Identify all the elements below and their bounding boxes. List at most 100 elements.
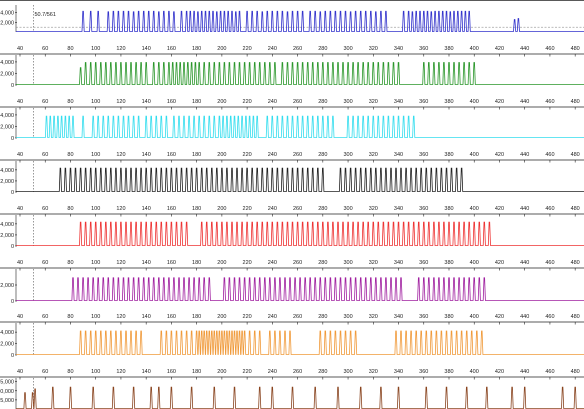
y-tick-label: 2,000 (0, 71, 14, 77)
x-tick-label: 320 (369, 152, 378, 158)
x-tick-label: 160 (167, 314, 176, 320)
x-tick-label: 460 (545, 260, 554, 266)
x-tick-label: 160 (167, 46, 176, 52)
x-tick-label: 60 (42, 46, 48, 52)
x-tick-label: 200 (217, 99, 226, 105)
y-tick-label: 0 (11, 299, 14, 305)
x-tick-label: 300 (343, 46, 352, 52)
x-tick-label: 100 (91, 369, 100, 375)
x-tick-label: 360 (419, 206, 428, 212)
x-tick-label: 420 (495, 314, 504, 320)
x-tick-label: 360 (419, 99, 428, 105)
trace-line (16, 63, 584, 85)
x-tick-label: 420 (495, 99, 504, 105)
x-tick-label: 60 (42, 260, 48, 266)
y-tick-label: 4,000 (0, 222, 14, 228)
x-tick-label: 40 (17, 260, 23, 266)
x-tick-label: 340 (394, 152, 403, 158)
x-tick-label: 440 (520, 99, 529, 105)
trace-line (16, 168, 584, 191)
x-tick-label: 200 (217, 369, 226, 375)
x-tick-label: 400 (470, 369, 479, 375)
y-tick-label: 10,000 (0, 389, 14, 395)
x-tick-label: 340 (394, 206, 403, 212)
x-tick-label: 160 (167, 152, 176, 158)
x-tick-label: 480 (571, 314, 580, 320)
x-tick-label: 260 (293, 314, 302, 320)
x-tick-label: 380 (444, 260, 453, 266)
x-tick-label: 340 (394, 314, 403, 320)
x-tick-label: 200 (217, 314, 226, 320)
x-tick-label: 480 (571, 46, 580, 52)
x-tick-label: 100 (91, 206, 100, 212)
x-tick-label: 420 (495, 152, 504, 158)
x-tick-label: 380 (444, 206, 453, 212)
x-tick-label: 300 (343, 369, 352, 375)
x-tick-label: 80 (67, 206, 73, 212)
x-tick-label: 420 (495, 260, 504, 266)
x-tick-label: 160 (167, 99, 176, 105)
x-tick-label: 200 (217, 46, 226, 52)
y-tick-label: 2,000 (0, 233, 14, 239)
x-tick-label: 120 (116, 206, 125, 212)
x-tick-label: 340 (394, 99, 403, 105)
x-tick-label: 80 (67, 369, 73, 375)
x-tick-label: 340 (394, 369, 403, 375)
x-tick-label: 180 (192, 369, 201, 375)
trace-line (16, 387, 584, 408)
trace-line (16, 331, 584, 355)
x-tick-label: 140 (142, 99, 151, 105)
x-tick-label: 260 (293, 260, 302, 266)
x-tick-label: 400 (470, 206, 479, 212)
x-tick-label: 200 (217, 206, 226, 212)
x-tick-label: 180 (192, 206, 201, 212)
y-tick-label: 2,000 (0, 124, 14, 130)
x-tick-label: 40 (17, 206, 23, 212)
x-tick-label: 320 (369, 46, 378, 52)
x-tick-label: 460 (545, 99, 554, 105)
panel-6: 40 60 80 100 120 140 160 180 200 220 240 260 280 300 3… (0, 260, 584, 305)
x-tick-label: 420 (495, 369, 504, 375)
trace-line (16, 11, 584, 31)
y-tick-label: 5,000 (0, 398, 14, 404)
x-tick-label: 480 (571, 260, 580, 266)
trace-line (16, 116, 584, 137)
x-tick-label: 220 (243, 369, 252, 375)
x-tick-label: 300 (343, 260, 352, 266)
x-tick-label: 380 (444, 314, 453, 320)
x-tick-label: 160 (167, 369, 176, 375)
x-tick-label: 120 (116, 260, 125, 266)
x-tick-label: 180 (192, 46, 201, 52)
x-tick-label: 380 (444, 46, 453, 52)
x-tick-label: 460 (545, 152, 554, 158)
x-tick-label: 460 (545, 46, 554, 52)
x-tick-label: 120 (116, 46, 125, 52)
x-tick-label: 480 (571, 369, 580, 375)
x-tick-label: 100 (91, 99, 100, 105)
x-tick-label: 280 (318, 99, 327, 105)
x-tick-label: 460 (545, 314, 554, 320)
x-tick-label: 320 (369, 369, 378, 375)
x-tick-label: 120 (116, 99, 125, 105)
y-tick-label: 2,000 (0, 20, 14, 26)
x-tick-label: 280 (318, 46, 327, 52)
x-tick-label: 280 (318, 314, 327, 320)
panel-3: 40 60 80 100 120 140 160 180 200 220 240 260 280 300 3… (0, 99, 584, 142)
y-tick-label: 4,000 (0, 11, 14, 17)
panel-8: 40 60 80 100 120 140 160 180 200 220 240 260 280 300 3… (0, 369, 584, 409)
x-tick-label: 420 (495, 46, 504, 52)
x-tick-label: 80 (67, 152, 73, 158)
x-tick-label: 480 (571, 206, 580, 212)
y-tick-label: 2,000 (0, 179, 14, 185)
x-tick-label: 340 (394, 260, 403, 266)
x-tick-label: 240 (268, 369, 277, 375)
x-tick-label: 320 (369, 314, 378, 320)
panel-1: 4,000 2,000 50.7/561 (0, 1, 584, 33)
x-tick-label: 120 (116, 314, 125, 320)
x-tick-label: 340 (394, 46, 403, 52)
x-tick-label: 80 (67, 260, 73, 266)
x-tick-label: 100 (91, 46, 100, 52)
x-tick-label: 180 (192, 99, 201, 105)
x-tick-label: 320 (369, 99, 378, 105)
x-tick-label: 240 (268, 152, 277, 158)
